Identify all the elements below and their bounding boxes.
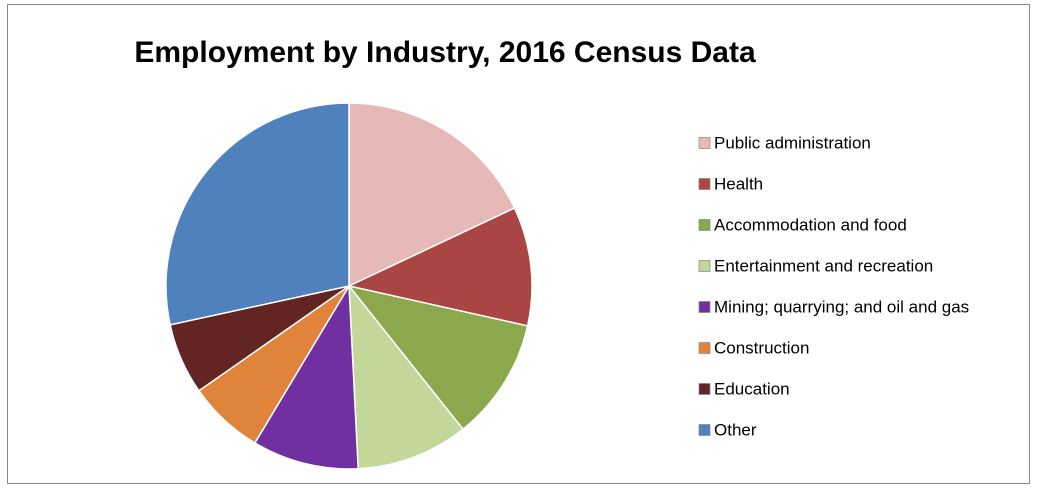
legend-label: Accommodation and food [714, 215, 907, 234]
legend-swatch [698, 219, 711, 231]
pie-slice [346, 207, 533, 327]
legend-label: Public administration [714, 133, 871, 152]
pie-slice [348, 283, 465, 470]
legend-label: Construction [714, 338, 809, 357]
pie-slice [348, 102, 516, 288]
pie-slice [347, 284, 529, 431]
pie-slice [165, 102, 350, 326]
legend-swatch [698, 137, 711, 149]
legend-label: Health [714, 174, 763, 193]
legend-swatch [698, 383, 711, 395]
pie-slice [253, 283, 359, 470]
chart-title: Employment by Industry, 2016 Census Data [134, 36, 756, 69]
legend-label: Entertainment and recreation [714, 256, 933, 275]
legend-label: Education [714, 379, 790, 398]
legend-swatch [698, 260, 711, 272]
legend-swatch [698, 342, 711, 354]
legend-swatch [698, 178, 711, 190]
legend-swatch [698, 424, 711, 436]
legend-swatch [698, 301, 711, 313]
legend-label: Other [714, 420, 757, 439]
legend-label: Mining; quarrying; and oil and gas [714, 297, 969, 316]
